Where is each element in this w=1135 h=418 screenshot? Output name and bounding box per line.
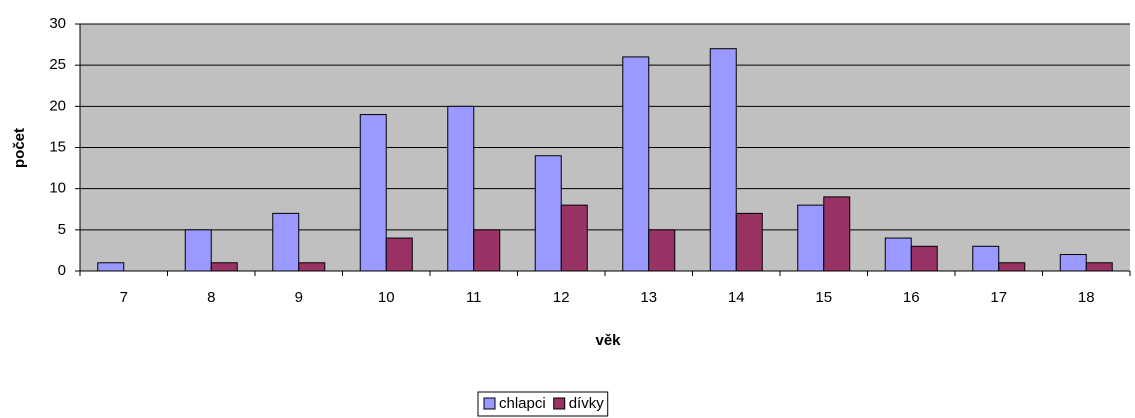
y-axis-title: počet: [11, 128, 28, 168]
y-tick-label: 20: [49, 97, 66, 114]
bar: [1059, 254, 1087, 272]
x-tick-label: 11: [466, 289, 482, 306]
bar: [473, 229, 501, 272]
bar: [622, 56, 650, 272]
bar: [797, 204, 825, 272]
x-tick-label: 7: [120, 289, 128, 306]
bar: [1085, 262, 1113, 272]
y-tick-label: 0: [58, 262, 66, 279]
x-tick-label: 9: [295, 289, 303, 306]
legend: chlapci dívky: [477, 391, 609, 417]
x-tick-label: 13: [640, 289, 657, 306]
y-tick-label: 5: [58, 221, 66, 238]
bar: [998, 262, 1026, 272]
x-tick-label: 15: [815, 289, 832, 306]
x-tick-label: 14: [728, 289, 745, 306]
bar: [447, 105, 475, 272]
bar: [298, 262, 326, 272]
y-tick-label: 30: [49, 15, 66, 32]
legend-label: dívky: [569, 395, 605, 412]
bar: [210, 262, 238, 272]
bar: [184, 229, 212, 272]
x-tick-label: 16: [903, 289, 920, 306]
y-tick-label: 25: [49, 56, 66, 73]
bar: [735, 212, 763, 272]
x-tick-label: 10: [378, 289, 395, 306]
bar: [972, 245, 1000, 272]
x-tick-label: 12: [553, 289, 570, 306]
legend-swatch: [483, 397, 496, 410]
y-tick-label: 10: [49, 180, 66, 197]
bar: [560, 204, 588, 272]
bar: [823, 196, 851, 272]
x-tick-label: 18: [1078, 289, 1095, 306]
bar: [910, 245, 938, 272]
bar: [709, 48, 737, 272]
legend-label: chlapci: [499, 395, 546, 412]
x-axis-title: věk: [595, 332, 621, 349]
x-tick-label: 8: [207, 289, 215, 306]
legend-swatch: [553, 397, 566, 410]
bar: [385, 237, 413, 272]
bar: [359, 114, 387, 272]
bar: [534, 155, 562, 272]
y-tick-label: 15: [49, 138, 66, 155]
bar: [97, 262, 125, 272]
bar: [648, 229, 676, 272]
bar: [884, 237, 912, 272]
bar: [272, 212, 300, 272]
legend-box: [477, 391, 609, 417]
x-tick-label: 17: [990, 289, 1007, 306]
